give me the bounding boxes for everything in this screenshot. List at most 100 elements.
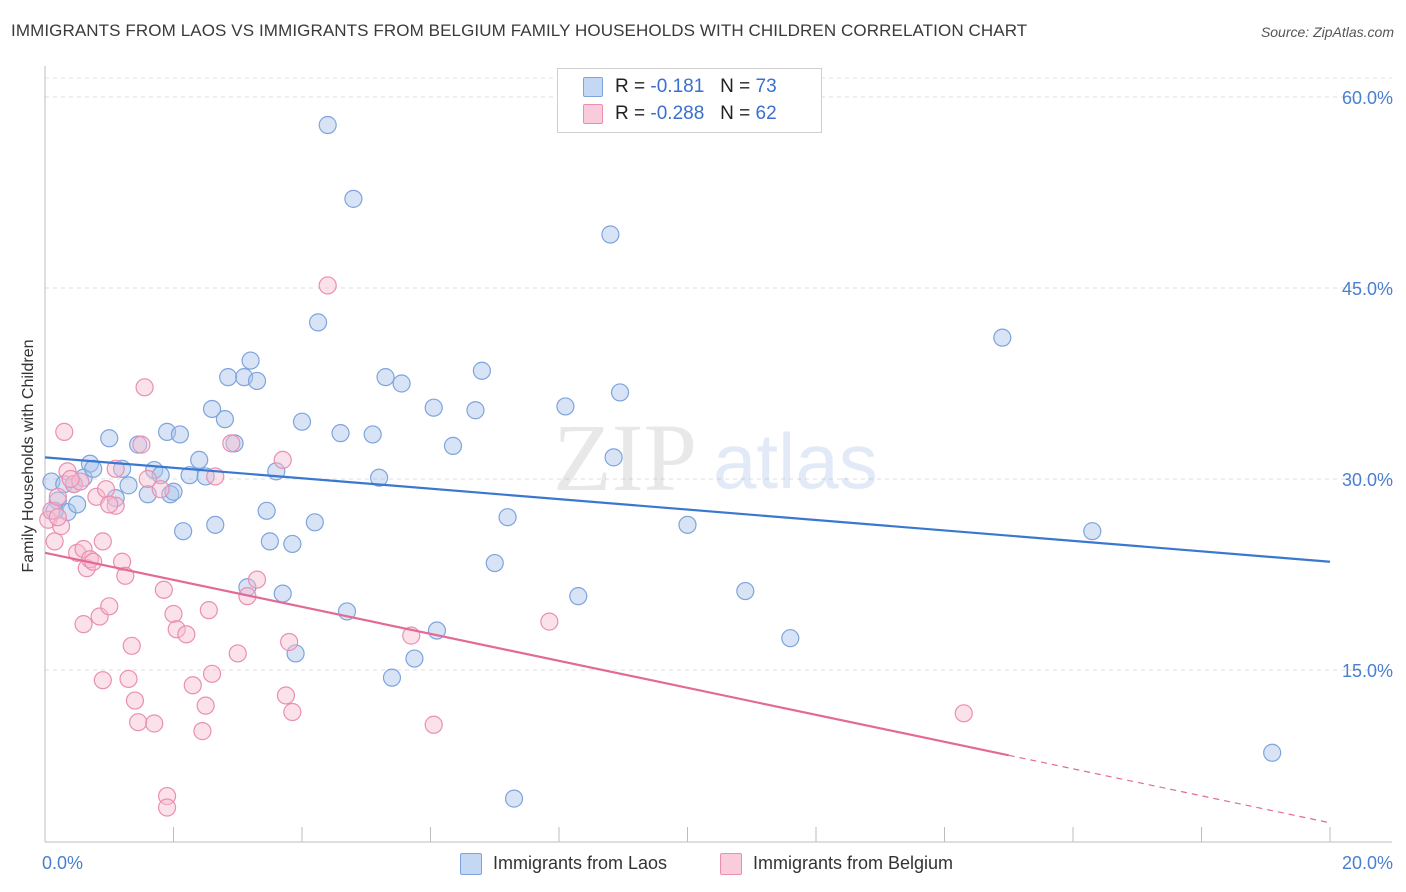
belgium-point bbox=[106, 496, 125, 515]
belgium-point bbox=[125, 691, 145, 710]
laos-point bbox=[466, 401, 485, 420]
bottom-legend-label-belgium: Immigrants from Belgium bbox=[753, 853, 954, 873]
laos-point bbox=[392, 374, 411, 393]
belgium-point bbox=[177, 625, 196, 644]
laos-point bbox=[781, 629, 800, 648]
laos-point bbox=[318, 115, 337, 135]
laos-point bbox=[84, 459, 103, 478]
trend-line-belgium-extrapolated bbox=[1008, 754, 1331, 824]
watermark-zip: ZIP bbox=[553, 404, 697, 511]
belgium-point bbox=[164, 604, 183, 624]
laos-point bbox=[161, 485, 180, 504]
belgium-point bbox=[954, 704, 973, 723]
laos-point bbox=[331, 424, 350, 443]
laos-point bbox=[370, 468, 389, 487]
belgium-point bbox=[138, 469, 157, 489]
series-belgium-points bbox=[39, 276, 973, 817]
laos-point bbox=[504, 789, 524, 808]
belgium-point bbox=[193, 722, 212, 741]
belgium-point bbox=[132, 435, 151, 454]
laos-point bbox=[993, 328, 1012, 347]
trend-line-laos bbox=[44, 456, 1331, 563]
watermark: ZIP atlas bbox=[553, 404, 878, 511]
legend-n-label: N = bbox=[720, 76, 751, 97]
belgium-point bbox=[106, 459, 125, 478]
x-tick-label: 0.0% bbox=[42, 853, 83, 873]
laos-point bbox=[68, 495, 87, 514]
legend-n-label: N = bbox=[720, 103, 751, 124]
tick-labels: 15.0% 30.0% 45.0% 60.0% 0.0% 20.0% bbox=[42, 88, 1393, 873]
belgium-point bbox=[273, 450, 292, 469]
belgium-point bbox=[45, 532, 64, 551]
belgium-point bbox=[122, 636, 141, 655]
trend-lines bbox=[44, 456, 1331, 824]
belgium-point bbox=[112, 552, 132, 571]
legend-swatch-laos bbox=[583, 77, 603, 97]
laos-point bbox=[273, 584, 292, 603]
laos-point bbox=[196, 467, 215, 486]
belgium-point bbox=[202, 664, 222, 683]
source-note: Source: ZipAtlas.com bbox=[1260, 24, 1394, 40]
chart-title: IMMIGRANTS FROM LAOS VS IMMIGRANTS FROM … bbox=[11, 21, 1028, 40]
bottom-legend-swatch-laos bbox=[460, 853, 482, 875]
belgium-point bbox=[228, 644, 247, 663]
y-tick-label: 45.0% bbox=[1342, 279, 1393, 299]
laos-point bbox=[424, 398, 443, 417]
laos-point bbox=[1263, 743, 1282, 762]
laos-point bbox=[443, 436, 463, 455]
belgium-point bbox=[247, 570, 267, 589]
belgium-point bbox=[48, 487, 67, 506]
laos-point bbox=[170, 425, 190, 444]
laos-point bbox=[286, 644, 305, 663]
bottom-legend-label-laos: Immigrants from Laos bbox=[493, 853, 668, 873]
belgium-point bbox=[222, 434, 241, 453]
laos-point bbox=[308, 313, 328, 332]
belgium-point bbox=[154, 580, 173, 599]
belgium-point bbox=[196, 696, 215, 715]
belgium-point bbox=[318, 276, 337, 295]
belgium-point bbox=[61, 469, 80, 489]
laos-point bbox=[219, 368, 238, 387]
belgium-point bbox=[93, 532, 112, 551]
legend-r-value-belgium: -0.288 bbox=[650, 103, 705, 124]
belgium-point bbox=[145, 714, 164, 733]
trend-line-belgium bbox=[44, 551, 1009, 757]
belgium-point bbox=[276, 686, 296, 705]
laos-point bbox=[604, 448, 623, 467]
belgium-point bbox=[167, 620, 186, 639]
laos-point bbox=[363, 425, 382, 444]
laos-point bbox=[382, 668, 402, 687]
laos-point bbox=[80, 454, 100, 473]
laos-point bbox=[305, 513, 324, 532]
laos-point bbox=[206, 515, 225, 534]
laos-point bbox=[1083, 522, 1102, 541]
belgium-point bbox=[424, 715, 443, 734]
laos-point bbox=[174, 522, 193, 541]
laos-point bbox=[260, 532, 279, 551]
laos-point bbox=[678, 515, 697, 534]
laos-point bbox=[376, 368, 395, 387]
legend-swatch-belgium bbox=[583, 104, 603, 124]
belgium-point bbox=[119, 669, 138, 689]
laos-point bbox=[556, 397, 575, 416]
legend-r-value-laos: -0.181 bbox=[650, 76, 705, 97]
legend: R = -0.181 N = 73 R = -0.288 N = 62 bbox=[557, 68, 822, 133]
laos-point bbox=[292, 412, 312, 431]
belgium-point bbox=[283, 702, 302, 722]
bottom-legend-swatch-belgium bbox=[720, 853, 742, 875]
legend-n-value-belgium: 62 bbox=[755, 103, 777, 124]
belgium-point bbox=[100, 495, 119, 514]
belgium-point bbox=[199, 601, 218, 620]
belgium-point bbox=[74, 539, 93, 559]
laos-point bbox=[736, 581, 755, 601]
laos-point bbox=[498, 508, 517, 527]
belgium-point bbox=[55, 422, 74, 441]
laos-point bbox=[247, 371, 267, 391]
belgium-point bbox=[48, 508, 67, 527]
laos-point bbox=[190, 450, 209, 469]
y-tick-label: 15.0% bbox=[1342, 661, 1393, 681]
axes bbox=[44, 66, 1392, 843]
belgium-point bbox=[96, 480, 116, 499]
laos-point bbox=[241, 351, 260, 370]
